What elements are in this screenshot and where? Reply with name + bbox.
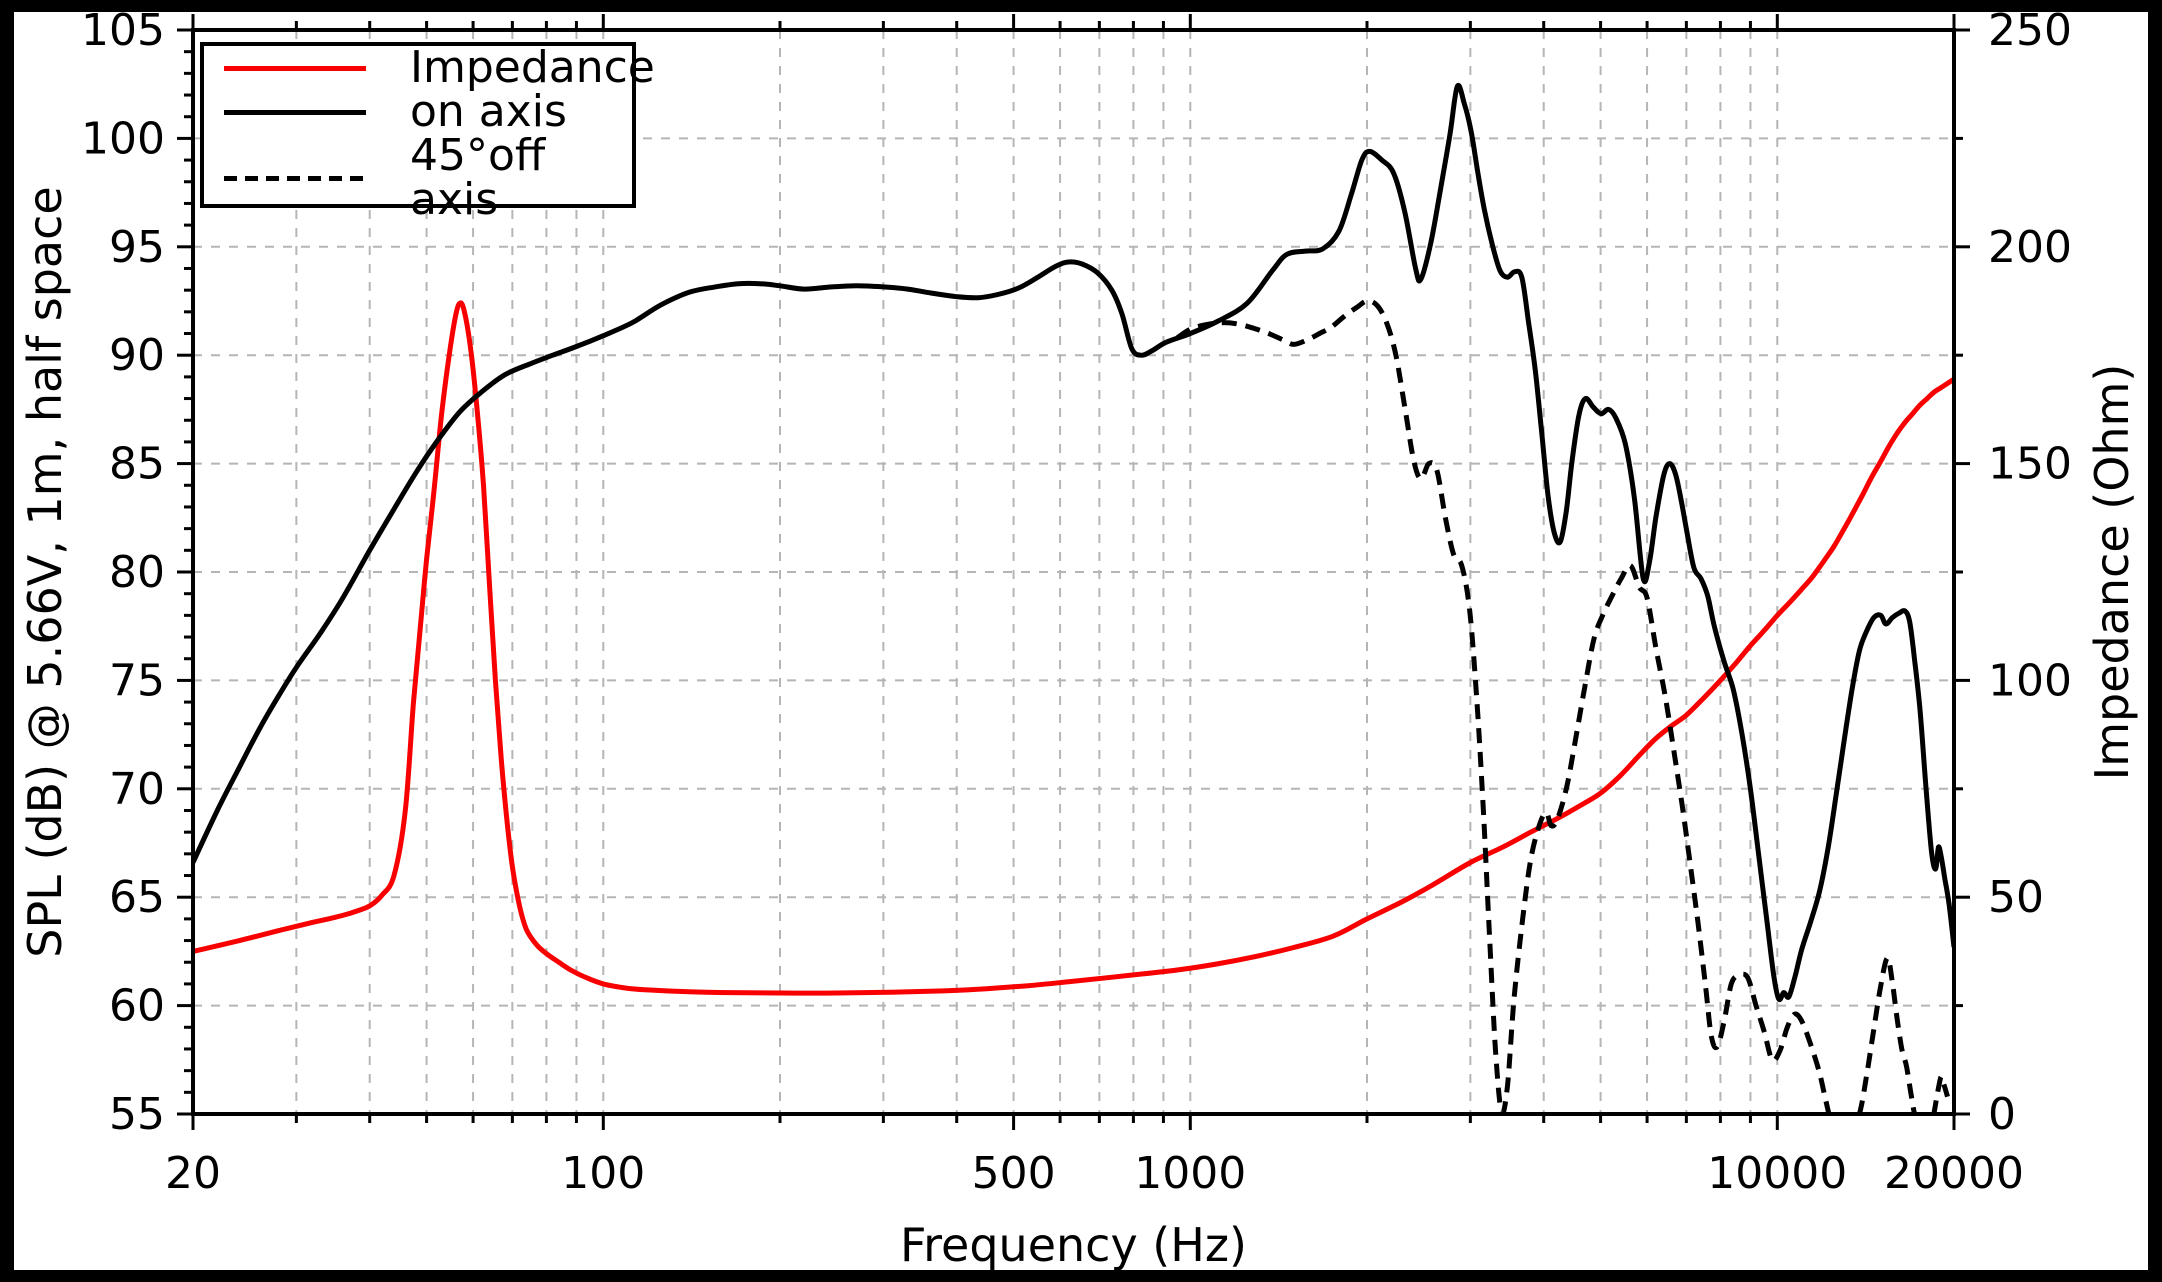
y-left-tick-label: 60 — [109, 981, 165, 1032]
axis-ticks — [177, 14, 1970, 1130]
y-right-tick-label: 200 — [1988, 222, 2072, 273]
legend-label: 45°off axis — [410, 130, 546, 225]
y-right-tick-label: 0 — [1988, 1089, 2016, 1140]
x-tick-label: 1000 — [1134, 1148, 1246, 1199]
y-left-tick-label: 55 — [109, 1089, 165, 1140]
legend-entry-off-axis: 45°off axis — [204, 134, 632, 222]
curve-on-axis — [193, 82, 1954, 1003]
x-axis-label: Frequency (Hz) — [900, 1218, 1247, 1272]
curve-impedance — [193, 300, 1954, 996]
y-axis-label-left: SPL (dB) @ 5.66V, 1m, half space — [18, 186, 72, 958]
y-right-tick-label: 150 — [1988, 439, 2072, 490]
y-right-tick-label: 50 — [1988, 872, 2044, 923]
y-right-tick-label: 100 — [1988, 655, 2072, 706]
curves — [193, 82, 1954, 1114]
y-left-tick-label: 75 — [109, 655, 165, 706]
x-tick-label: 20000 — [1884, 1148, 2024, 1199]
legend-sample-line-on-axis — [224, 109, 366, 115]
x-tick-label: 500 — [972, 1148, 1056, 1199]
legend-box: Impedance on axis 45°off axis — [200, 42, 655, 222]
legend-entry-on-axis: on axis — [204, 90, 632, 134]
y-left-tick-label: 90 — [109, 330, 165, 381]
legend-label: Impedance — [410, 42, 655, 93]
y-left-tick-label: 100 — [81, 113, 165, 164]
y-left-tick-label: 80 — [109, 547, 165, 598]
legend-sample-line-impedance — [224, 65, 366, 71]
y-left-tick-label: 85 — [109, 439, 165, 490]
legend-entry-impedance: Impedance — [204, 46, 655, 90]
y-left-tick-label: 95 — [109, 222, 165, 273]
legend-label: on axis — [410, 86, 567, 137]
x-tick-label: 100 — [561, 1148, 645, 1199]
y-left-tick-label: 65 — [109, 872, 165, 923]
y-axis-label-right: Impedance (Ohm) — [2085, 363, 2139, 781]
legend-sample-line-off-axis — [224, 175, 366, 181]
tick-labels: 20 100 500 1000 10000 20000556065707580859095… — [81, 5, 2072, 1199]
y-right-tick-label: 250 — [1988, 5, 2072, 56]
x-tick-label: 10000 — [1707, 1148, 1847, 1199]
curve-45-off-axis — [1175, 298, 1950, 1114]
y-left-tick-label: 70 — [109, 764, 165, 815]
y-left-tick-label: 105 — [81, 5, 165, 56]
x-tick-label: 20 — [165, 1148, 221, 1199]
